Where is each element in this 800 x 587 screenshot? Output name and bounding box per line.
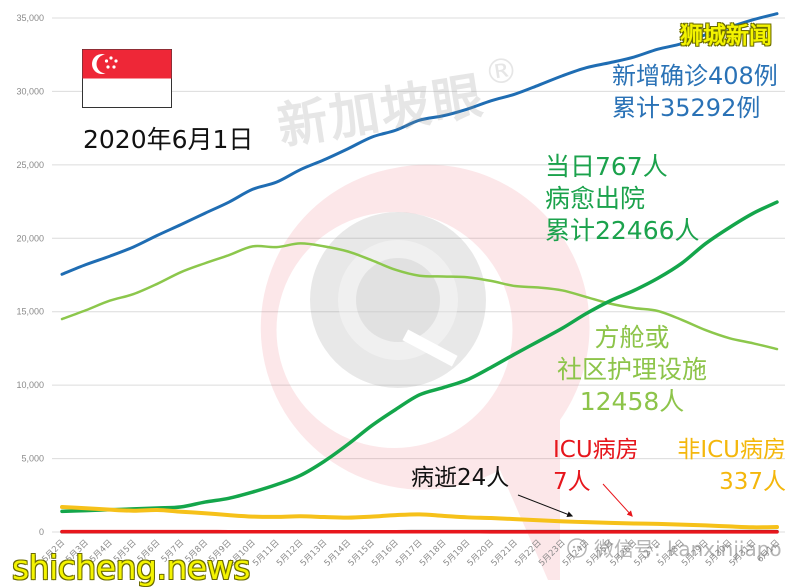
wechat-watermark: 微信号: kanxinjiapo	[566, 533, 782, 562]
annotation-non-icu-label: 非ICU病房	[662, 439, 786, 471]
annotation-community-line1: 方舱或	[548, 325, 716, 357]
annotation-icu-label: ICU病房	[553, 439, 639, 471]
annotation-icu: ICU病房 7人	[553, 439, 639, 503]
y-tick-label: 5,000	[21, 454, 44, 464]
brand-logo-top: 狮城新闻	[680, 16, 772, 50]
registered-mark: ®	[481, 49, 523, 94]
wechat-id-text: 微信号: kanxinjiapo	[594, 533, 782, 562]
annotation-deaths: 病逝24人	[411, 467, 509, 490]
annotation-community-total: 12458人	[548, 389, 716, 421]
y-tick-label: 15,000	[16, 307, 44, 317]
y-axis: 0 5,000 10,000 15,000 20,000 25,000 30,000 35,0…	[16, 13, 44, 537]
annotation-non-icu: 非ICU病房 337人	[662, 439, 786, 503]
wechat-icon	[566, 537, 588, 559]
y-tick-label: 35,000	[16, 13, 44, 23]
annotation-community-line2: 社区护理设施	[548, 357, 716, 389]
y-tick-label: 10,000	[16, 380, 44, 390]
annotation-confirmed-new: 新增确诊408例	[612, 64, 778, 96]
annotation-discharged-today: 当日767人	[545, 154, 700, 186]
series-line	[62, 507, 777, 527]
y-tick-label: 0	[39, 527, 44, 537]
annotation-discharged-label: 病愈出院	[545, 186, 700, 218]
annotation-confirmed: 新增确诊408例 累计35292例	[612, 64, 778, 128]
y-tick-label: 25,000	[16, 160, 44, 170]
singapore-flag-icon	[82, 49, 172, 108]
chart-date-title: 2020年6月1日	[83, 120, 253, 156]
y-tick-label: 30,000	[16, 86, 44, 96]
y-tick-label: 20,000	[16, 233, 44, 243]
annotation-discharged-total: 累计22466人	[545, 218, 700, 250]
annotation-non-icu-count: 337人	[662, 471, 786, 503]
brand-site-watermark: shicheng.news	[12, 548, 250, 587]
annotation-discharged: 当日767人 病愈出院 累计22466人	[545, 154, 700, 250]
annotation-icu-count: 7人	[553, 471, 639, 503]
annotation-confirmed-total: 累计35292例	[612, 96, 778, 128]
annotation-community: 方舱或 社区护理设施 12458人	[548, 325, 716, 421]
